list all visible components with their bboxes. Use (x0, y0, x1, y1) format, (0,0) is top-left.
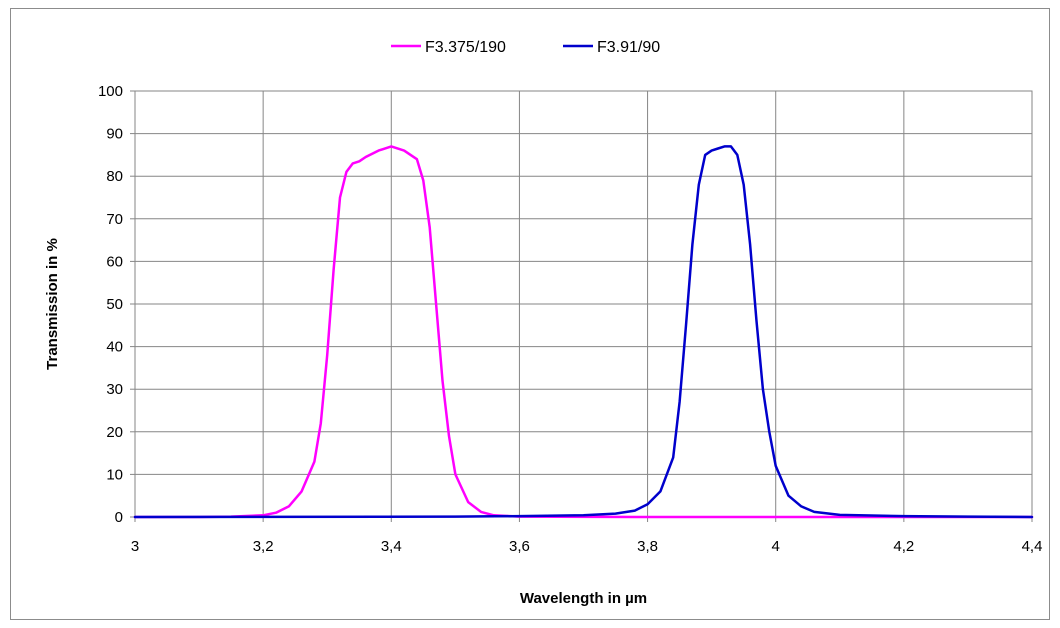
x-tick-label: 4 (772, 538, 780, 555)
x-tick-label: 4,4 (1022, 538, 1043, 555)
y-tick-label: 10 (106, 466, 123, 483)
x-axis-title: Wavelength in µm (520, 590, 647, 607)
transmission-chart: 3 3,2 3,4 3,6 3,8 4 4,2 4,4 0 10 20 30 40 50 60 70 80 90… (44, 39, 1043, 607)
series-lines (133, 145, 1034, 519)
y-tick-label: 60 (106, 253, 123, 270)
y-tick-label: 20 (106, 424, 123, 441)
x-axis-ticks: 3 3,2 3,4 3,6 3,8 4 4,2 4,4 (131, 538, 1043, 555)
legend: F3.375/190 F3.91/90 (391, 39, 660, 56)
x-tick-label: 3 (131, 538, 139, 555)
x-tick-label: 4,2 (893, 538, 914, 555)
y-tick-label: 0 (115, 509, 123, 526)
y-tick-label: 100 (98, 83, 123, 100)
y-axis-title: Transmission in % (44, 238, 61, 370)
chart-frame: 3 3,2 3,4 3,6 3,8 4 4,2 4,4 0 10 20 30 40 50 60 70 80 90… (10, 8, 1050, 620)
y-tick-label: 50 (106, 296, 123, 313)
y-tick-label: 70 (106, 211, 123, 228)
y-axis-ticks: 0 10 20 30 40 50 60 70 80 90 100 (98, 83, 123, 526)
series-line-1 (133, 145, 1034, 519)
legend-label-2: F3.91/90 (597, 39, 660, 56)
y-tick-label: 30 (106, 381, 123, 398)
x-tick-label: 3,4 (381, 538, 402, 555)
y-tick-label: 80 (106, 168, 123, 185)
x-tick-label: 3,6 (509, 538, 530, 555)
grid (130, 90, 1033, 522)
series-line-2 (133, 145, 1034, 519)
x-tick-label: 3,8 (637, 538, 658, 555)
x-tick-label: 3,2 (253, 538, 274, 555)
y-tick-label: 90 (106, 126, 123, 143)
legend-label-1: F3.375/190 (425, 39, 506, 56)
y-tick-label: 40 (106, 339, 123, 356)
